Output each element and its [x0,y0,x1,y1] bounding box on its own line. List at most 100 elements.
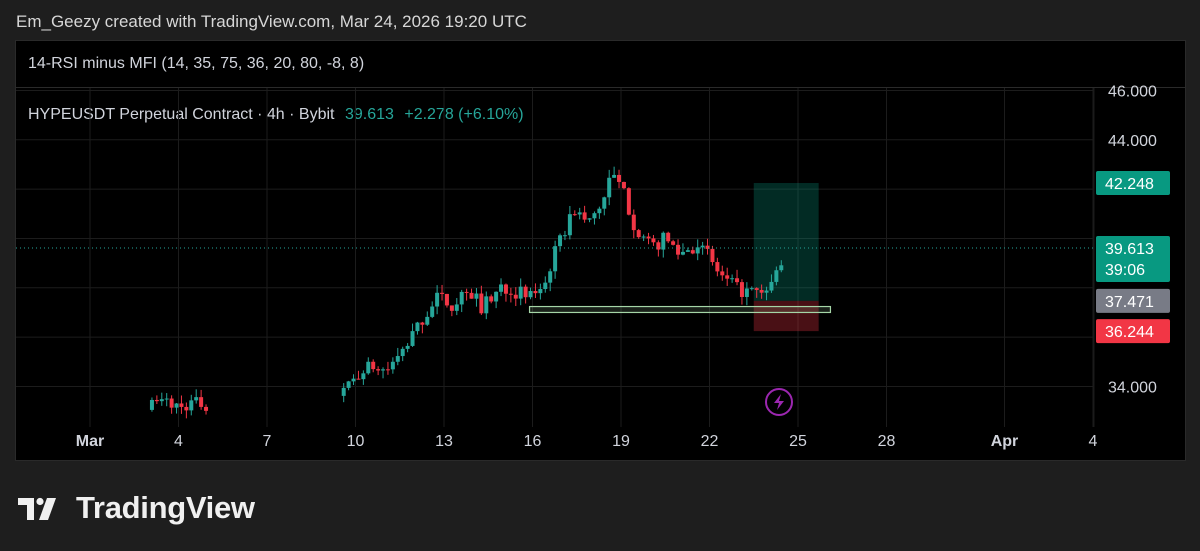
candle [494,291,499,302]
candle [346,381,351,388]
candle [518,286,523,299]
x-tick-label: 13 [435,433,453,450]
candle [400,348,405,357]
indicator-pane[interactable]: 14-RSI minus MFI (14, 35, 75, 36, 20, 80… [16,41,1185,88]
candle [690,250,695,254]
candle [464,291,469,293]
candle [410,331,415,346]
candle [582,212,587,220]
candle [553,246,558,272]
candle [700,245,705,248]
x-tick-label: 4 [1089,433,1098,450]
candle [759,289,764,293]
x-tick-label: Mar [76,433,104,450]
candle [184,406,189,411]
candle [631,214,636,231]
candle [508,293,513,295]
price-change-text: +2.278 (+6.10%) [404,106,524,123]
chart-panel[interactable]: 14-RSI minus MFI (14, 35, 75, 36, 20, 80… [15,40,1186,461]
candle [440,292,445,294]
candle [194,397,199,401]
candle [479,293,484,314]
candle [444,293,449,306]
x-tick-label: 16 [524,433,542,450]
tradingview-mark-icon [18,497,56,520]
entry-price-label: 37.471 [1105,294,1154,311]
candle [612,174,617,178]
price-chart[interactable]: 34.000 44.000 46.000 42.248 39.613 39:06 37.47… [16,41,1185,460]
candle [680,251,685,255]
x-tick-label: 10 [347,433,365,450]
candle [671,241,676,245]
candle [720,271,725,276]
candle [430,306,435,317]
candle [695,247,700,254]
candle [204,406,209,411]
candle [715,262,720,272]
candle [499,284,504,292]
candle [572,214,577,216]
candle [390,361,395,370]
candle [754,288,759,290]
symbol-name[interactable]: HYPEUSDT Perpetual Contract · 4h · Bybit [28,106,335,123]
y-tick-label: 46.000 [1108,83,1157,100]
candle [341,387,346,396]
candle [513,294,518,299]
candle [415,322,420,332]
candle [636,230,641,238]
candle [484,296,489,314]
candle [651,238,656,243]
candle [454,304,459,311]
candle [735,278,740,283]
candle [503,284,508,294]
candle [395,356,400,362]
x-tick-label: 19 [612,433,630,450]
stop-loss-tag [1096,319,1170,344]
candle [154,399,159,402]
candle [361,373,366,380]
candle [676,244,681,255]
candle [425,316,430,325]
candle [459,291,464,305]
candle [710,248,715,263]
candle [749,288,754,290]
indicator-title[interactable]: 14-RSI minus MFI (14, 35, 75, 36, 20, 80… [28,55,365,72]
last-price-tag [1096,236,1170,283]
candle [381,369,386,371]
y-tick-label: 34.000 [1108,379,1157,396]
y-tick-label: 44.000 [1108,133,1157,150]
brand-name: TradingView [76,490,255,525]
last-price-label: 39:06 [1105,262,1145,279]
candle [730,278,735,280]
last-price-text: 39.613 [344,106,394,123]
candle [562,235,567,237]
candle [769,281,774,291]
last-price-label: 39.613 [1105,241,1154,258]
x-tick-label: 25 [789,433,807,450]
candle [548,271,553,283]
candle [533,291,538,294]
candle [567,214,572,236]
x-tick-label: 4 [174,433,183,450]
candle [597,208,602,214]
lightning-icon [765,388,793,416]
candle [558,235,563,247]
candle [435,292,440,307]
candle [174,403,179,408]
candle [602,197,607,209]
candle [626,188,631,215]
candle [646,236,651,239]
candle [577,212,582,215]
candle [592,213,597,219]
candle [641,236,646,238]
candle [474,293,479,299]
candle [164,398,169,400]
candle [449,305,454,311]
candle [779,265,784,271]
candle [774,270,779,282]
candle [523,286,528,298]
candle [169,398,174,408]
candle [149,399,154,410]
candle [420,322,425,325]
candle [739,282,744,297]
